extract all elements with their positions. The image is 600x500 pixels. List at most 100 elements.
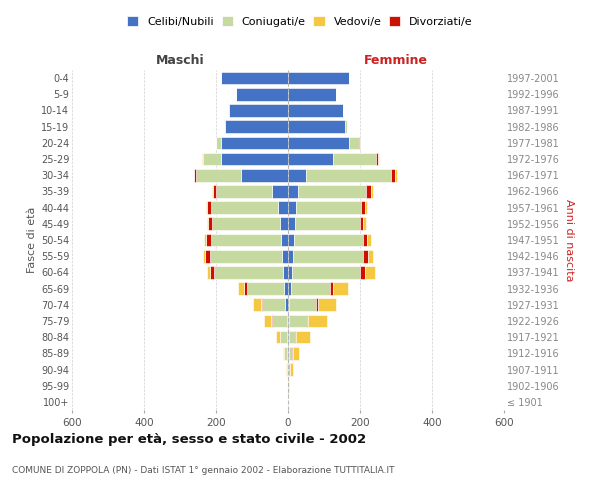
Bar [363, 250, 368, 262]
Bar [196, 169, 241, 181]
Bar [287, 314, 288, 328]
Bar [236, 88, 288, 101]
Bar [288, 298, 289, 311]
Bar [360, 218, 363, 230]
Text: Maschi: Maschi [155, 54, 205, 67]
Bar [363, 218, 366, 230]
Bar [391, 169, 395, 181]
Bar [205, 250, 209, 262]
Bar [276, 331, 280, 344]
Bar [288, 202, 296, 214]
Bar [361, 202, 365, 214]
Bar [247, 282, 284, 295]
Bar [288, 282, 290, 295]
Bar [333, 152, 376, 166]
Bar [272, 314, 287, 328]
Bar [289, 347, 292, 360]
Bar [280, 331, 287, 344]
Bar [367, 234, 371, 246]
Text: Femmine: Femmine [364, 54, 428, 67]
Bar [289, 314, 307, 328]
Legend: Celibi/Nubili, Coniugati/e, Vedovi/e, Divorziati/e: Celibi/Nubili, Coniugati/e, Vedovi/e, Di… [124, 13, 476, 30]
Bar [205, 234, 206, 246]
Bar [290, 363, 293, 376]
Bar [286, 298, 288, 311]
Bar [395, 169, 397, 181]
Bar [288, 266, 292, 278]
Text: COMUNE DI ZOPPOLA (PN) - Dati ISTAT 1° gennaio 2002 - Elaborazione TUTTITALIA.IT: COMUNE DI ZOPPOLA (PN) - Dati ISTAT 1° g… [12, 466, 395, 475]
Bar [225, 120, 288, 133]
Bar [365, 202, 367, 214]
Bar [253, 298, 261, 311]
Bar [207, 218, 208, 230]
Bar [283, 347, 284, 360]
Bar [206, 202, 207, 214]
Bar [211, 202, 278, 214]
Bar [224, 120, 225, 133]
Bar [211, 234, 281, 246]
Bar [289, 331, 295, 344]
Bar [278, 202, 288, 214]
Y-axis label: Fasce di età: Fasce di età [26, 207, 37, 273]
Bar [206, 234, 211, 246]
Bar [288, 152, 333, 166]
Bar [360, 266, 365, 278]
Bar [213, 185, 216, 198]
Bar [288, 347, 289, 360]
Bar [221, 72, 288, 85]
Bar [288, 120, 345, 133]
Bar [284, 282, 288, 295]
Bar [330, 282, 332, 295]
Bar [212, 185, 213, 198]
Bar [296, 202, 361, 214]
Bar [290, 282, 330, 295]
Bar [378, 152, 379, 166]
Bar [283, 266, 288, 278]
Bar [207, 266, 210, 278]
Bar [207, 202, 211, 214]
Bar [293, 347, 299, 360]
Bar [292, 266, 360, 278]
Bar [288, 331, 289, 344]
Bar [288, 218, 295, 230]
Bar [288, 169, 306, 181]
Bar [363, 234, 367, 246]
Bar [216, 185, 272, 198]
Bar [214, 266, 283, 278]
Bar [376, 152, 378, 166]
Bar [288, 250, 293, 262]
Bar [288, 72, 349, 85]
Bar [261, 298, 262, 311]
Bar [284, 347, 287, 360]
Bar [287, 347, 288, 360]
Bar [281, 250, 288, 262]
Bar [212, 218, 280, 230]
Bar [293, 250, 363, 262]
Bar [307, 314, 308, 328]
Bar [349, 136, 359, 149]
Bar [289, 363, 290, 376]
Bar [241, 169, 288, 181]
Bar [316, 298, 318, 311]
Bar [244, 282, 247, 295]
Bar [209, 250, 281, 262]
Bar [288, 88, 335, 101]
Bar [367, 185, 371, 198]
Bar [210, 266, 214, 278]
Bar [203, 250, 205, 262]
Bar [308, 314, 327, 328]
Bar [262, 298, 286, 311]
Bar [288, 234, 295, 246]
Bar [271, 314, 272, 328]
Bar [203, 152, 221, 166]
Bar [229, 104, 288, 117]
Bar [359, 136, 360, 149]
Bar [295, 234, 363, 246]
Bar [345, 120, 347, 133]
Text: Popolazione per età, sesso e stato civile - 2002: Popolazione per età, sesso e stato civil… [12, 432, 366, 446]
Bar [221, 152, 288, 166]
Bar [221, 136, 288, 149]
Bar [332, 282, 348, 295]
Bar [371, 185, 373, 198]
Bar [306, 169, 391, 181]
